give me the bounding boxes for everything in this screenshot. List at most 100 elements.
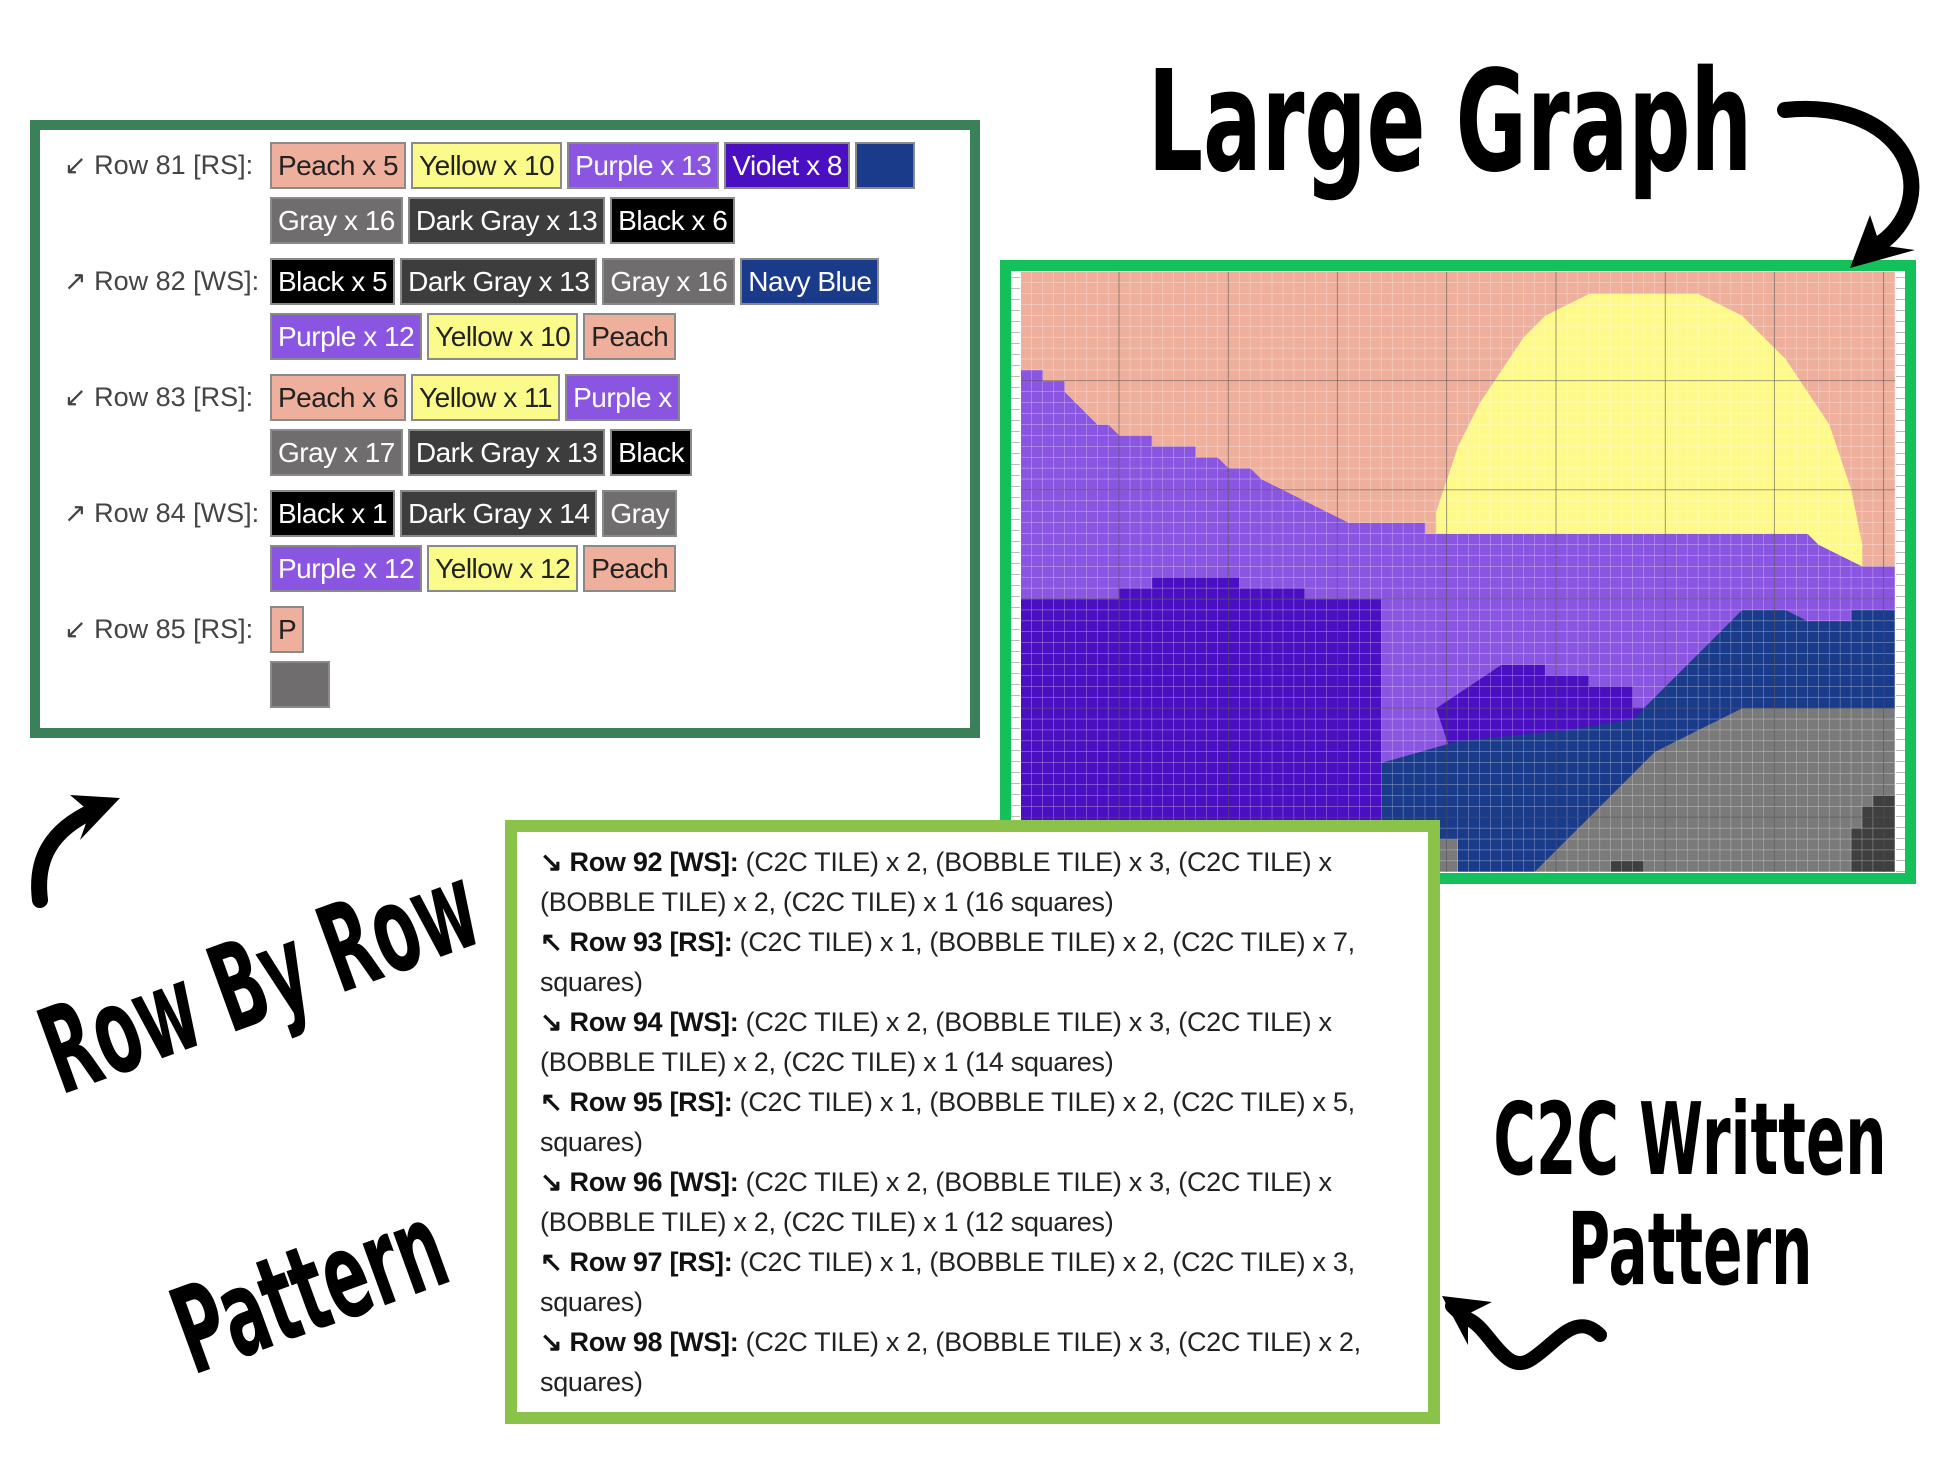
graph-row-numbers-left bbox=[1011, 271, 1020, 873]
row-instructions: (C2C TILE) x 2, (BOBBLE TILE) x 3, (C2C … bbox=[738, 847, 1332, 877]
c2c-written-pattern-callout: Pattern bbox=[1567, 1191, 1813, 1308]
color-chip-gray: Gray x 16 bbox=[270, 197, 403, 244]
color-chip-black: Black x 6 bbox=[610, 197, 736, 244]
row-chips: Peach x 5 Yellow x 10 Purple x 13 Violet x … bbox=[270, 142, 960, 244]
color-chip-gray: Gray x 17 bbox=[270, 429, 403, 476]
color-chip-yellow: Yellow x 10 bbox=[411, 142, 563, 189]
color-chip-peach: P bbox=[270, 606, 305, 653]
chip-line: Gray x 16 Dark Gray x 13 Black x 6 bbox=[270, 197, 960, 244]
color-chip-dark-gray: Dark Gray x 13 bbox=[400, 258, 598, 305]
chip-line: Peach x 5 Yellow x 10 Purple x 13 Violet x … bbox=[270, 142, 960, 189]
chip-line: P bbox=[270, 606, 960, 653]
color-chip-purple: Purple x bbox=[565, 374, 680, 421]
row-instructions: squares) bbox=[540, 1287, 643, 1317]
row-heading: ↖ Row 93 [RS]: bbox=[540, 927, 733, 957]
row-instructions: squares) bbox=[540, 1367, 643, 1397]
written-pattern-line: (BOBBLE TILE) x 2, (C2C TILE) x 1 (16 sq… bbox=[540, 882, 1428, 922]
color-chip-navy-blue bbox=[854, 142, 915, 189]
color-chip-peach: Peach x 5 bbox=[270, 142, 407, 189]
row-heading: ↘ Row 98 [WS]: bbox=[540, 1327, 739, 1357]
written-pattern-line: (BOBBLE TILE) x 2, (C2C TILE) x 1 (14 sq… bbox=[540, 1042, 1428, 1082]
graph-row-numbers-right bbox=[1896, 271, 1905, 873]
row-heading: ↘ Row 94 [WS]: bbox=[540, 1007, 739, 1037]
row-label: ↙ Row 81 [RS]: bbox=[64, 150, 254, 180]
color-chip-black: Black bbox=[610, 429, 693, 476]
pattern-row: ↗ Row 84 [WS]: Black x 1 Dark Gray x 14 Gra… bbox=[40, 490, 960, 592]
color-chip-black: Black x 1 bbox=[270, 490, 396, 537]
written-pattern-line: ↘ Row 92 [WS]: (C2C TILE) x 2, (BOBBLE T… bbox=[540, 842, 1428, 882]
pattern-row: ↙ Row 81 [RS]: Peach x 5 Yellow x 10 Purple… bbox=[40, 142, 960, 244]
color-chip-dark-gray: Dark Gray x 13 bbox=[407, 429, 606, 476]
row-instructions: (BOBBLE TILE) x 2, (C2C TILE) x 1 (14 sq… bbox=[540, 1047, 1114, 1077]
chip-line: Purple x 12 Yellow x 12 Peach bbox=[270, 545, 960, 592]
row-instructions: (C2C TILE) x 2, (BOBBLE TILE) x 3, (C2C … bbox=[738, 1007, 1332, 1037]
chip-line bbox=[270, 661, 960, 708]
row-instructions: (BOBBLE TILE) x 2, (C2C TILE) x 1 (16 sq… bbox=[540, 887, 1114, 917]
color-chip-gray bbox=[270, 661, 330, 708]
row-by-row-callout: Row By Row bbox=[22, 836, 497, 1123]
row-heading: ↘ Row 92 [WS]: bbox=[540, 847, 739, 877]
pattern-row: ↙ Row 85 [RS]: P bbox=[40, 606, 960, 708]
chip-line: Black x 5 Dark Gray x 13 Gray x 16 Navy Blu… bbox=[270, 258, 960, 305]
row-heading: ↘ Row 96 [WS]: bbox=[540, 1167, 739, 1197]
row-instructions: (C2C TILE) x 2, (BOBBLE TILE) x 3, (C2C … bbox=[738, 1167, 1332, 1197]
row-instructions: (C2C TILE) x 1, (BOBBLE TILE) x 2, (C2C … bbox=[732, 1247, 1356, 1277]
color-chip-gray: Gray x 16 bbox=[602, 258, 736, 305]
large-graph-arrow-icon bbox=[1777, 100, 1920, 268]
color-chip-black: Black x 5 bbox=[270, 258, 396, 305]
written-pattern-line: ↖ Row 95 [RS]: (C2C TILE) x 1, (BOBBLE T… bbox=[540, 1082, 1428, 1122]
written-pattern-line: ↘ Row 94 [WS]: (C2C TILE) x 2, (BOBBLE T… bbox=[540, 1002, 1428, 1042]
row-label: ↙ Row 83 [RS]: bbox=[64, 382, 254, 412]
written-pattern-line: squares) bbox=[540, 1362, 1428, 1402]
color-chip-yellow: Yellow x 10 bbox=[427, 313, 579, 360]
color-chip-purple: Purple x 12 bbox=[270, 313, 423, 360]
written-pattern-line: (BOBBLE TILE) x 2, (C2C TILE) x 1 (12 sq… bbox=[540, 1202, 1428, 1242]
color-chip-yellow: Yellow x 12 bbox=[427, 545, 579, 592]
pattern-row: ↙ Row 83 [RS]: Peach x 6 Yellow x 11 Purple… bbox=[40, 374, 960, 476]
row-instructions: squares) bbox=[540, 967, 643, 997]
color-chip-dark-gray: Dark Gray x 14 bbox=[400, 490, 598, 537]
written-pattern-line: ↖ Row 97 [RS]: (C2C TILE) x 1, (BOBBLE T… bbox=[540, 1242, 1428, 1282]
row-instructions: (C2C TILE) x 1, (BOBBLE TILE) x 2, (C2C … bbox=[732, 927, 1356, 957]
large-graph-callout: Large Graph bbox=[1147, 41, 1753, 204]
chip-line: Gray x 17 Dark Gray x 13 Black bbox=[270, 429, 960, 476]
graph-major-grid bbox=[1021, 272, 1895, 872]
row-label: ↗ Row 84 [WS]: bbox=[64, 498, 260, 528]
color-chip-peach: Peach bbox=[583, 313, 677, 360]
color-chip-navy-blue: Navy Blue bbox=[740, 258, 880, 305]
color-chip-dark-gray: Dark Gray x 13 bbox=[407, 197, 606, 244]
row-by-row-pattern-callout: Pattern bbox=[155, 1176, 465, 1403]
written-pattern-line: ↘ Row 96 [WS]: (C2C TILE) x 2, (BOBBLE T… bbox=[540, 1162, 1428, 1202]
color-chip-purple: Purple x 12 bbox=[270, 545, 423, 592]
written-pattern-line: squares) bbox=[540, 1282, 1428, 1322]
row-label: ↗ Row 82 [WS]: bbox=[64, 266, 260, 296]
row-instructions: (C2C TILE) x 2, (BOBBLE TILE) x 3, (C2C … bbox=[738, 1327, 1362, 1357]
color-chip-purple: Purple x 13 bbox=[567, 142, 720, 189]
row-chips: P bbox=[270, 606, 960, 708]
row-chips: Peach x 6 Yellow x 11 Purple x Gray x 17 Dar… bbox=[270, 374, 960, 476]
written-pattern-line: squares) bbox=[540, 1122, 1428, 1162]
pattern-row: ↗ Row 82 [WS]: Black x 5 Dark Gray x 13 Gra… bbox=[40, 258, 960, 360]
row-chips: Black x 5 Dark Gray x 13 Gray x 16 Navy Blu… bbox=[270, 258, 960, 360]
chip-line: Black x 1 Dark Gray x 14 Gray bbox=[270, 490, 960, 537]
chip-line: Purple x 12 Yellow x 10 Peach bbox=[270, 313, 960, 360]
written-pattern-line: ↖ Row 93 [RS]: (C2C TILE) x 1, (BOBBLE T… bbox=[540, 922, 1428, 962]
row-chips: Black x 1 Dark Gray x 14 Gray Purple x 12 Ye… bbox=[270, 490, 960, 592]
row-instructions: (C2C TILE) x 1, (BOBBLE TILE) x 2, (C2C … bbox=[732, 1087, 1356, 1117]
c2c-written-callout: C2C Written bbox=[1493, 1081, 1887, 1198]
color-chip-gray: Gray bbox=[602, 490, 678, 537]
row-label: ↙ Row 85 [RS]: bbox=[64, 614, 254, 644]
row-heading: ↖ Row 97 [RS]: bbox=[540, 1247, 733, 1277]
large-graph-panel bbox=[1000, 260, 1916, 884]
row-instructions: squares) bbox=[540, 1127, 643, 1157]
written-pattern-line: ↘ Row 98 [WS]: (C2C TILE) x 2, (BOBBLE T… bbox=[540, 1322, 1428, 1362]
row-instructions: (BOBBLE TILE) x 2, (C2C TILE) x 1 (12 sq… bbox=[540, 1207, 1114, 1237]
written-pattern-line: squares) bbox=[540, 962, 1428, 1002]
row-by-row-arrow-icon bbox=[31, 795, 120, 908]
color-chip-violet: Violet x 8 bbox=[724, 142, 850, 189]
color-chip-peach: Peach x 6 bbox=[270, 374, 407, 421]
c2c-written-pattern-panel: ↘ Row 92 [WS]: (C2C TILE) x 2, (BOBBLE T… bbox=[505, 820, 1440, 1424]
pixel-graph bbox=[1021, 272, 1895, 872]
row-by-row-pattern-panel: ↙ Row 81 [RS]: Peach x 5 Yellow x 10 Purple… bbox=[30, 120, 980, 738]
chip-line: Peach x 6 Yellow x 11 Purple x bbox=[270, 374, 960, 421]
